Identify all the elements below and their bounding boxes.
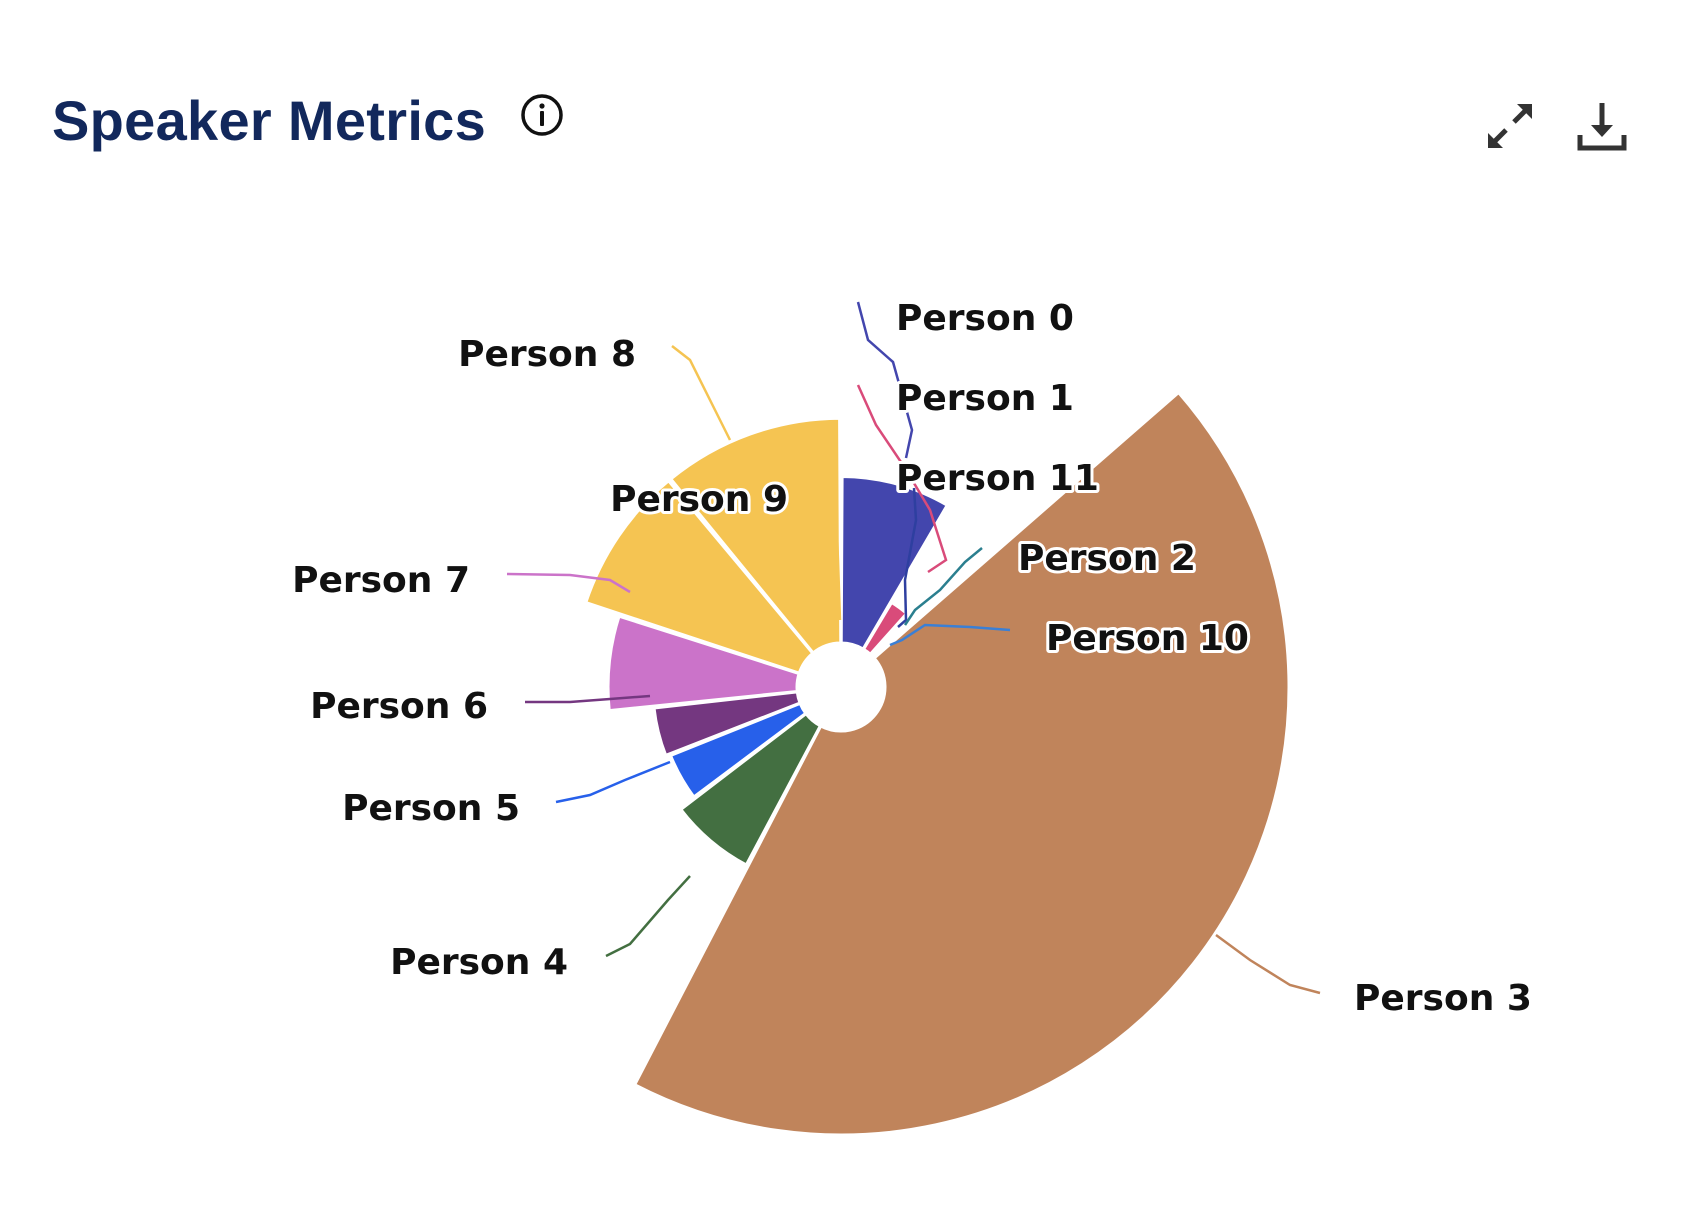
label-person-1: Person 1 [896,378,1074,419]
label-person-10: Person 10 [1046,618,1249,659]
leader-line-person-10 [889,623,1011,647]
leader-line-person-0 [856,301,914,459]
leader-line-person-6 [525,694,651,704]
label-person-0: Person 0 [896,298,1074,339]
slice-person-6[interactable] [652,690,802,758]
slice-person-3[interactable] [632,390,1291,1137]
leader-line-person-3 [1215,933,1321,995]
leader-line-person-9 [824,494,842,621]
label-person-6: Person 6 [310,686,488,727]
label-person-8: Person 8 [458,334,636,375]
leader-line-person-5 [555,760,671,804]
leader-line-person-1 [856,384,948,574]
leader-line-person-4 [605,875,691,958]
label-person-9: Person 9 [610,479,788,520]
expand-icon [1483,99,1537,158]
slice-person-5[interactable] [668,701,808,800]
leader-line-person-2 [903,547,983,626]
download-icon [1575,99,1629,158]
leader-line-person-7 [506,572,631,594]
info-circle-icon[interactable] [520,93,564,137]
leader-line-person-8 [671,345,732,441]
download-button[interactable] [1574,100,1630,156]
slice-person-8[interactable] [668,416,843,656]
label-person-7: Person 7 [292,560,470,601]
page-title: Speaker Metrics [52,89,487,152]
card-header: Speaker Metrics [52,88,564,153]
slice-person-4[interactable] [678,711,823,867]
label-person-11: Person 11 [896,458,1099,499]
expand-button[interactable] [1482,100,1538,156]
label-person-4: Person 4 [390,942,568,983]
slice-person-0[interactable] [839,474,950,652]
slices-layer [583,390,1291,1137]
label-person-3: Person 3 [1354,978,1532,1019]
label-person-5: Person 5 [342,788,520,829]
label-person-2: Person 2 [1018,538,1196,579]
leader-line-person-11 [897,487,918,628]
leader-lines-layer [506,301,1321,995]
slice-person-9[interactable] [583,478,815,676]
chart-actions [1482,100,1630,156]
labels-layer: Person 0 Person 1 Person 11 Person 2 Person … [289,295,1535,1022]
